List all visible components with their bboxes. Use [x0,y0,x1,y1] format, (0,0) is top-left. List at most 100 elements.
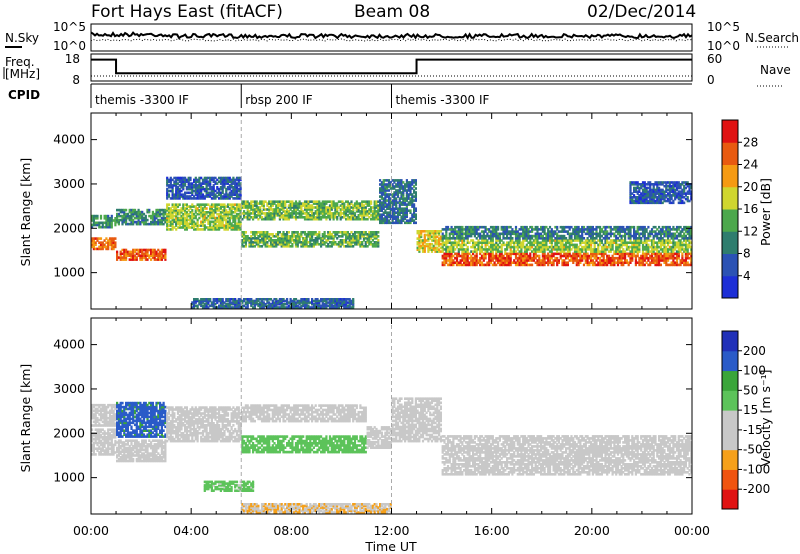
cell [348,237,351,240]
cell [262,233,265,236]
cell [389,215,392,218]
cell [439,230,442,233]
cell [575,232,578,236]
cell [686,256,689,260]
cell [404,209,407,212]
cell [341,206,344,209]
cell [246,204,249,207]
cell [557,237,560,240]
cell [366,210,369,213]
cell [511,241,514,244]
cell [454,239,457,242]
cell [282,237,285,240]
cell [185,195,188,198]
cell [600,254,603,258]
cell [280,241,283,244]
cell [139,212,142,216]
cell [250,200,253,203]
cell [200,228,203,231]
cell [348,233,351,236]
cell [332,231,335,234]
cell [599,250,602,253]
cell [337,200,340,203]
cell [443,241,446,244]
cell [269,200,273,203]
cell [446,248,450,251]
cell [484,248,487,251]
cell [641,245,645,249]
cell [169,180,172,183]
cell [370,214,373,217]
cell [568,241,571,244]
cell [586,239,589,242]
cell [189,207,192,210]
cell [398,219,401,222]
cell [225,218,228,222]
cell [441,256,444,260]
cell [384,205,387,208]
cell [328,245,332,248]
cell [271,212,274,215]
cell [135,252,138,256]
cell [305,216,308,219]
cell [268,217,271,221]
cell [175,189,178,193]
cell [675,245,679,249]
cell [226,197,230,200]
cell [132,208,135,212]
cell [582,252,586,256]
cell [234,222,237,225]
cell [232,226,235,229]
cell [427,233,430,237]
cell [275,235,278,238]
cell [325,216,328,219]
cell [686,243,689,247]
cell [169,184,172,187]
nsky-tick-bottom: 10^0 [53,39,86,53]
cell [658,254,661,258]
cell [194,214,197,218]
cell [380,207,383,210]
cell [575,259,578,262]
cell [212,178,215,182]
cell [413,199,416,202]
cell [404,215,407,218]
cell [416,246,419,250]
cell [398,185,401,188]
cell [441,237,444,240]
cell [237,182,240,185]
cell [522,243,525,247]
cell [150,248,153,252]
cell [289,235,292,238]
cell [132,222,135,226]
cell [550,245,553,249]
cell [498,245,501,249]
cell [452,243,455,247]
cell [182,193,185,196]
cell [573,245,577,249]
cell [182,184,185,187]
cell [230,224,233,227]
cell [613,239,616,242]
cell [370,233,373,236]
cell [414,213,417,216]
cell [620,241,623,244]
cell [123,214,126,218]
cell [348,206,351,209]
cell [511,239,514,242]
cell [513,230,516,233]
cell [398,211,401,214]
cell [139,222,142,226]
cell [112,245,115,249]
cell [108,225,112,229]
cell [133,212,137,216]
cell [150,214,153,218]
cell [507,256,510,260]
cell [565,243,568,247]
cell [407,197,410,200]
cell [674,243,677,247]
cell [468,263,471,267]
cell [591,241,594,244]
cell [243,202,246,205]
cell [516,239,519,242]
